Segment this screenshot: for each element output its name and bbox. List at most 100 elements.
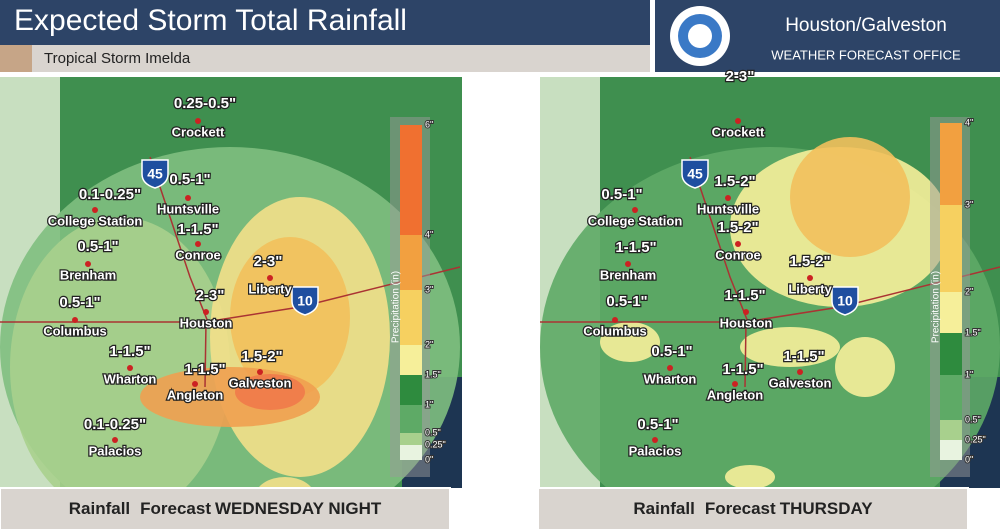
rainfall-label: 0.25-0.5" [174,95,236,112]
caption-part: Forecast [140,499,211,518]
rainfall-label: 1-1.5" [615,239,656,256]
rainfall-label: 1-1.5" [109,343,150,360]
caption-part: THURSDAY [780,499,874,518]
caption-part: WEDNESDAY NIGHT [215,499,382,518]
city-dot [735,241,741,247]
legend-band [400,235,422,290]
subtitle: Tropical Storm Imelda [44,50,191,67]
city-dot [257,369,263,375]
rainfall-label: 0.1-0.25" [79,186,141,203]
caption-part: Rainfall [633,499,694,518]
city-label: Angleton [167,387,223,402]
legend-band [940,123,962,205]
legend-tick: 1.5" [425,369,441,379]
legend-tick: 0.5" [425,427,441,437]
city-label: Palacios [89,443,142,458]
legend-band [400,345,422,375]
city-label: Columbus [43,323,107,338]
legend-tick: 0" [425,454,433,464]
map-panel: 6" 4" 3" 2" 1.5" 1" 0.5" 0.25" 0" Precipitation (… [0,77,462,530]
shield [681,159,709,189]
legend-title: Precipitation (in) [391,271,402,343]
city-label: College Station [588,213,683,228]
rainfall-label: 2-3" [196,287,225,304]
rain-area [230,237,350,397]
city-dot [112,437,118,443]
legend-band [940,333,962,375]
rainfall-label: 1-1.5" [177,221,218,238]
legend-band [400,433,422,445]
city-label: Brenham [60,267,116,282]
city-label: Crockett [172,124,225,139]
city-dot [92,207,98,213]
city-dot [632,207,638,213]
city-label: Liberty [248,281,292,296]
legend-band [940,292,962,333]
caption-part: Rainfall [69,499,130,518]
city-dot [267,275,273,281]
city-label: Wharton [104,371,157,386]
city-dot [185,195,191,201]
rain-area [10,217,230,517]
rainfall-label: 1.5-2" [241,348,282,365]
city-dot [195,118,201,124]
caption: Rainfall Forecast THURSDAY [633,499,873,518]
rainfall-label: 2-3" [726,68,755,85]
city-label: Huntsville [157,201,219,216]
city-label: Galveston [229,375,292,390]
shield-label: 45 [147,166,163,182]
map-panel: 4" 3" 2" 1.5" 1" 0.5" 0.25" 0" Precipitation (in… [540,67,1000,530]
city-label: Angleton [707,387,763,402]
rainfall-label: 0.5-1" [601,186,642,203]
rainfall-label: 0.5-1" [606,293,647,310]
legend-band [940,440,962,460]
caption-bar [537,487,969,530]
legend-band [940,205,962,292]
city-dot [652,437,658,443]
city-dot [743,309,749,315]
city-label: Houston [720,315,773,330]
city-dot [725,195,731,201]
city-label: Houston [180,315,233,330]
rain-area [835,337,895,397]
rain-area [600,322,660,362]
rainfall-label: 1-1.5" [184,361,225,378]
city-dot [85,261,91,267]
rainfall-label: 1.5-2" [714,173,755,190]
rainfall-label: 0.5-1" [59,294,100,311]
rainfall-label: 0.5-1" [651,343,692,360]
city-label: Crockett [712,124,765,139]
legend-tick: 0.25" [965,434,986,444]
city-dot [732,381,738,387]
city-label: Galveston [769,375,832,390]
shield [141,159,169,189]
rain-area [235,374,305,410]
legend-tick: 6" [425,119,433,129]
office-sub: WEATHER FORECAST OFFICE [771,47,961,62]
city-dot [612,317,618,323]
legend-tick: 1" [965,369,973,379]
rainfall-label: 1-1.5" [722,361,763,378]
caption-part: Forecast [705,499,776,518]
city-label: Liberty [788,281,832,296]
shield-label: 10 [297,293,313,309]
legend-tick: 3" [425,284,433,294]
legend-tick: 4" [425,229,433,239]
city-dot [735,118,741,124]
city-label: Columbus [583,323,647,338]
shield [291,286,319,316]
legend-tick: 1.5" [965,327,981,337]
interstate [0,156,461,388]
rainfall-label: 1-1.5" [783,348,824,365]
rain-area [740,327,840,367]
city-label: Palacios [629,443,682,458]
legend-tick: 2" [425,339,433,349]
city-label: Conroe [175,247,221,262]
shield-label: 10 [837,293,853,309]
city-label: Huntsville [697,201,759,216]
city-label: College Station [48,213,143,228]
rainfall-label: 0.1-0.25" [84,416,146,433]
legend-tick: 1" [425,399,433,409]
shield [831,286,859,316]
legend-tick: 0.25" [425,439,446,449]
